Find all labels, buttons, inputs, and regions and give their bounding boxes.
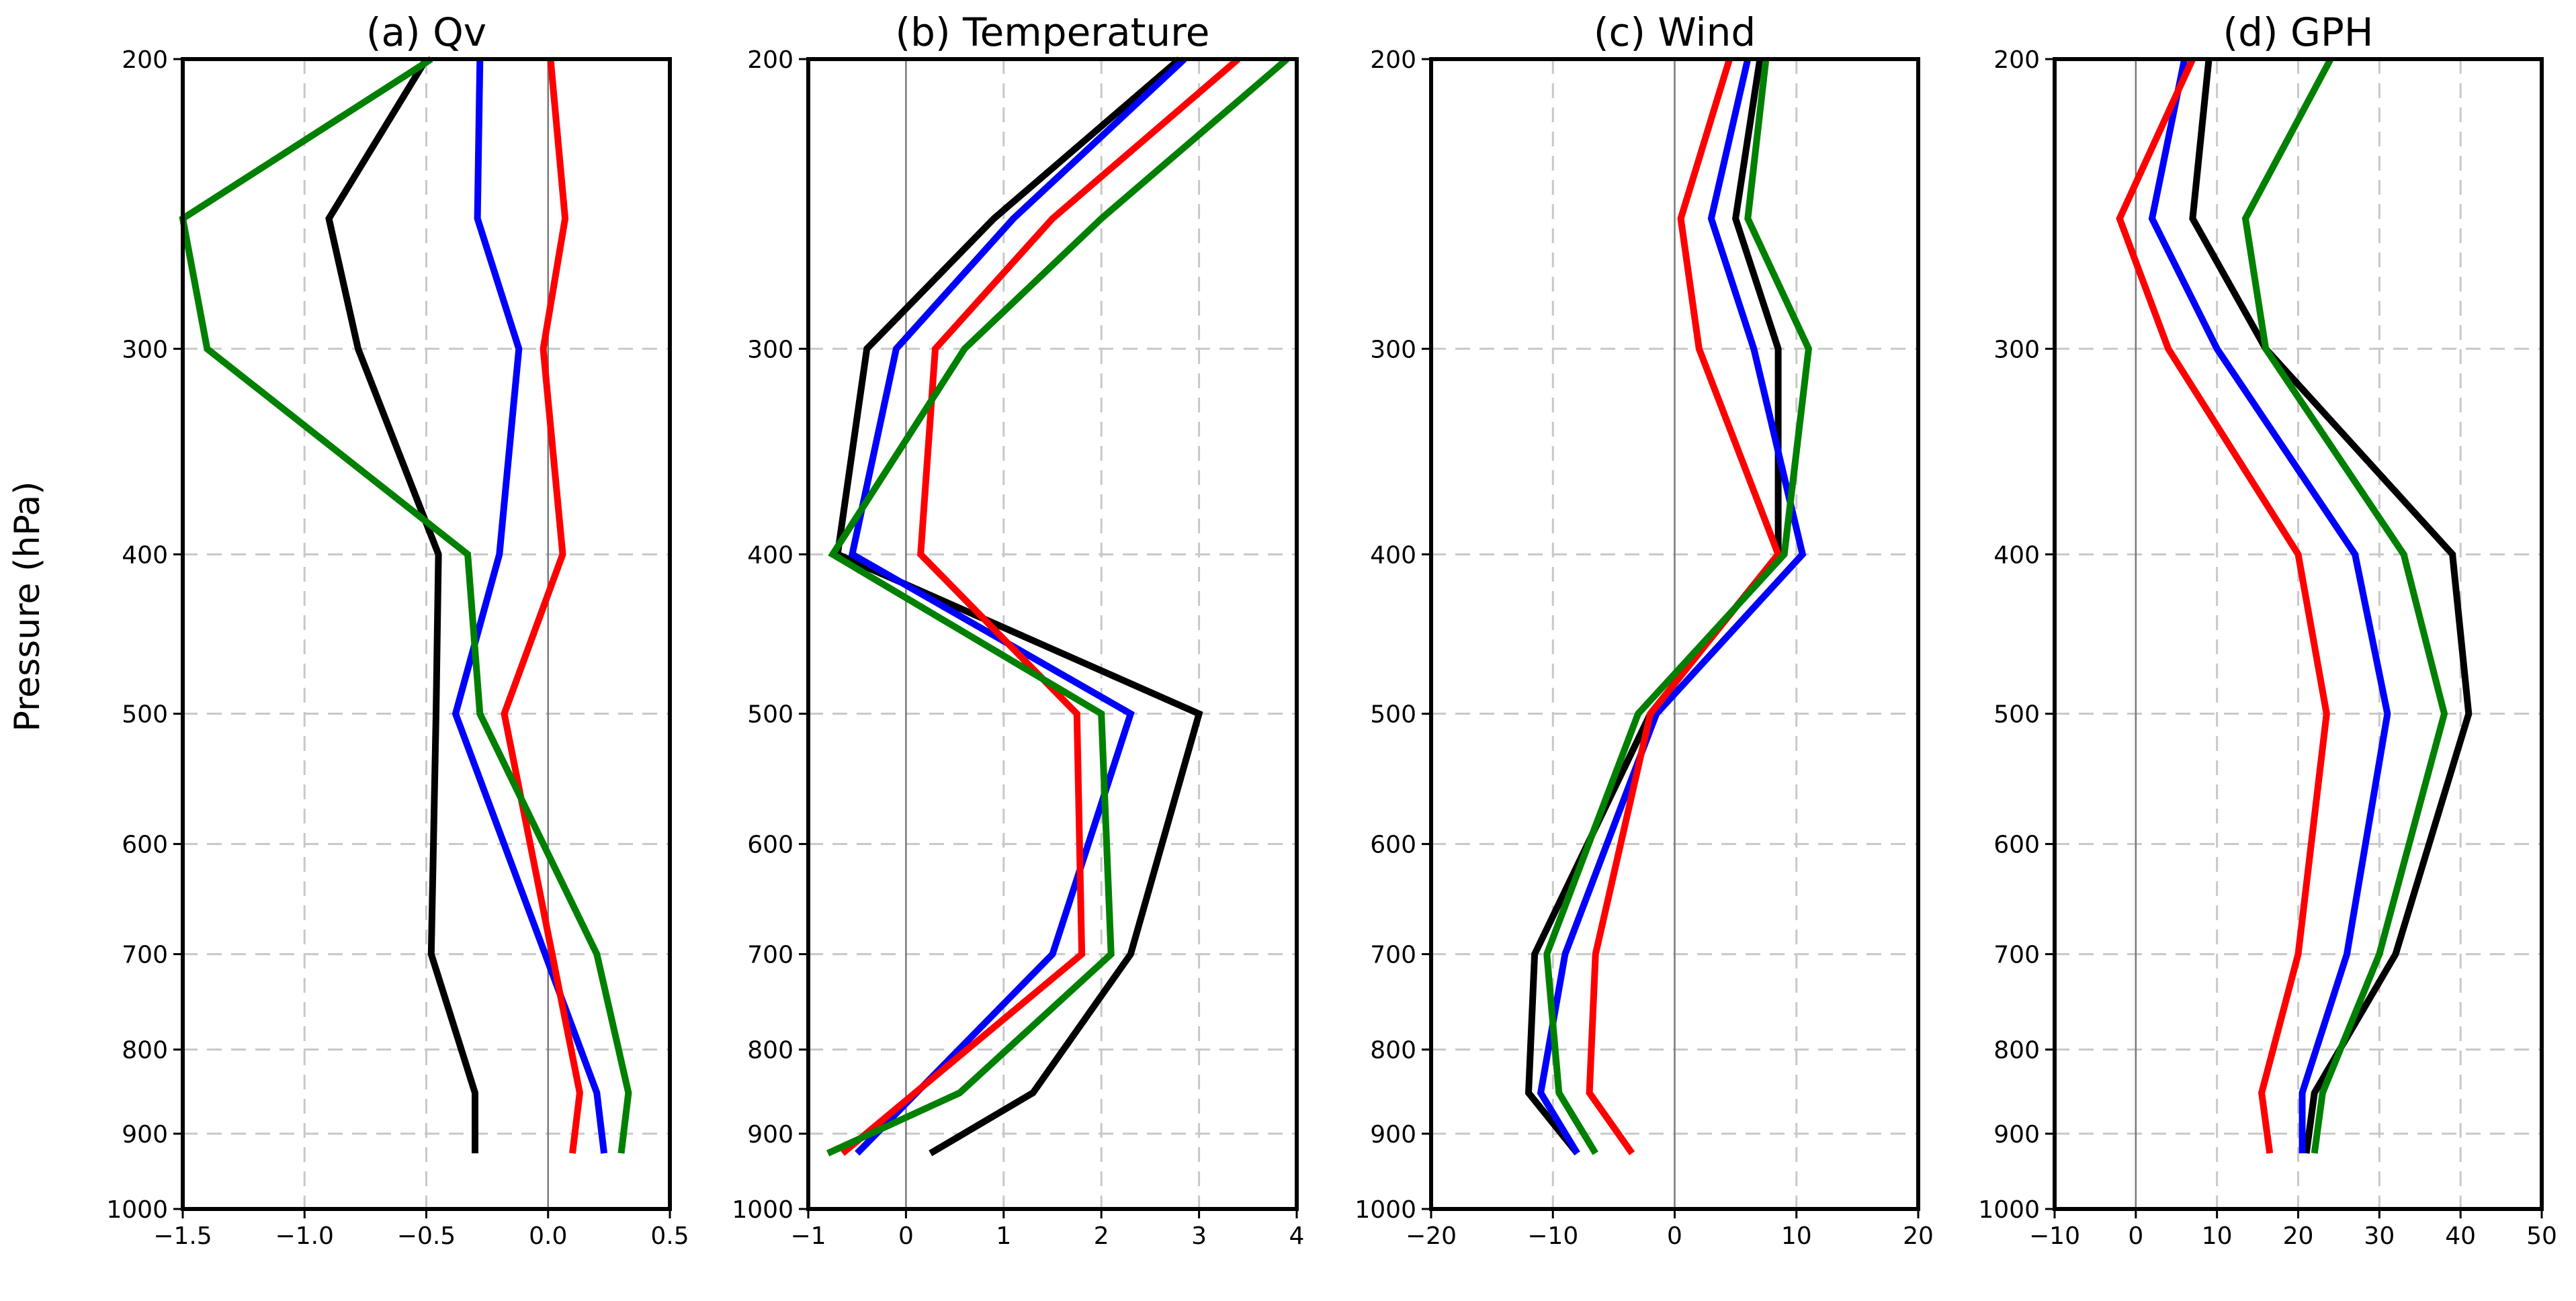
y-tick-label: 800 <box>122 1037 168 1065</box>
y-tick-label: 300 <box>747 336 793 363</box>
panel-title: (c) Wind <box>1594 9 1756 55</box>
x-tick-label: −10 <box>1527 1222 1578 1250</box>
x-tick-label: 0 <box>898 1222 914 1250</box>
axes-frame <box>806 57 1299 1211</box>
y-tick-label: 300 <box>1993 336 2040 363</box>
x-tick-label: 10 <box>2202 1222 2233 1250</box>
panel-1: −1.5 −1.0 −0.5 0.0 0.5 200 300 400 500 600 700 800 9… <box>106 9 689 1250</box>
y-tick-label: 700 <box>747 942 793 969</box>
panel-title: (b) Temperature <box>896 9 1210 55</box>
y-tick-label: 800 <box>1370 1037 1416 1065</box>
panel-3: −20 −10 0 10 20 200 300 400 500 600 700 800 900 1000 (… <box>1355 9 1934 1250</box>
x-tick-label: 0.5 <box>650 1222 689 1250</box>
series-line-blue <box>452 58 608 1154</box>
x-tick-label: 10 <box>1781 1222 1812 1250</box>
y-tick-label: 600 <box>1993 832 2040 859</box>
x-tick-label: 0 <box>1667 1222 1682 1250</box>
y-tick-label: 500 <box>1993 701 2040 729</box>
x-tick-label: 4 <box>1289 1222 1305 1250</box>
panel-title: (d) GPH <box>2223 9 2373 55</box>
y-tick-label: 300 <box>1370 336 1416 363</box>
series-line-red <box>2116 57 2330 1154</box>
y-tick-label: 900 <box>122 1121 168 1149</box>
y-tick-label: 200 <box>1993 46 2040 74</box>
y-tick-label: 1000 <box>1978 1196 2040 1224</box>
y-tick-label: 400 <box>1370 541 1416 569</box>
series-line-blue <box>2148 58 2391 1154</box>
y-tick-label: 900 <box>1993 1121 2040 1149</box>
y-tick-label: 400 <box>1993 541 2040 569</box>
x-tick-label: 40 <box>2445 1222 2476 1250</box>
y-tick-label: 600 <box>1370 832 1416 859</box>
panel-4: −10 0 10 20 30 40 50 200 300 400 500 600 700 800 900 10… <box>1978 9 2557 1250</box>
y-tick-label: 500 <box>122 701 168 729</box>
series-line-green <box>826 56 1289 1157</box>
series-line-black <box>325 57 478 1154</box>
y-tick-label: 700 <box>1993 942 2040 969</box>
x-tick-label: 2 <box>1094 1222 1109 1250</box>
x-tick-label: 20 <box>1903 1222 1934 1250</box>
y-tick-label: 900 <box>1370 1121 1416 1149</box>
y-tick-label: 700 <box>122 942 168 969</box>
y-tick-label: 800 <box>1993 1037 2040 1065</box>
x-tick-label: −1.5 <box>153 1222 212 1250</box>
series-line-green <box>2241 57 2448 1154</box>
y-tick-label: 800 <box>747 1037 793 1065</box>
x-tick-label: 30 <box>2364 1222 2395 1250</box>
y-tick-label: 200 <box>1370 46 1416 74</box>
series-line-blue <box>848 56 1187 1156</box>
y-axis-title: Pressure (hPa) <box>7 482 48 732</box>
y-tick-label: 500 <box>1370 701 1416 729</box>
series-line-red <box>840 56 1241 1156</box>
x-tick-label: 20 <box>2283 1222 2314 1250</box>
y-tick-label: 300 <box>122 336 168 363</box>
series-line-red <box>501 58 583 1154</box>
series-line-green <box>179 56 632 1154</box>
x-tick-label: 0 <box>2128 1222 2143 1250</box>
x-tick-label: 3 <box>1191 1222 1207 1250</box>
x-tick-label: 50 <box>2526 1222 2557 1250</box>
y-tick-label: 400 <box>122 541 168 569</box>
x-tick-label: −1 <box>790 1222 826 1250</box>
y-tick-label: 200 <box>122 46 168 74</box>
x-tick-label: −10 <box>2029 1222 2080 1250</box>
y-tick-label: 600 <box>747 832 793 859</box>
y-tick-label: 700 <box>1370 942 1416 969</box>
y-tick-label: 600 <box>122 832 168 859</box>
x-tick-label: −1.0 <box>275 1222 334 1250</box>
series-line-green <box>1543 58 1813 1155</box>
y-tick-label: 1000 <box>732 1196 793 1224</box>
x-tick-label: −20 <box>1406 1222 1457 1250</box>
panels: −1.5 −1.0 −0.5 0.0 0.52003004005006007008009… <box>106 9 2557 1250</box>
y-tick-label: 1000 <box>1355 1196 1416 1224</box>
x-tick-label: −0.5 <box>397 1222 456 1250</box>
y-tick-label: 500 <box>747 701 793 729</box>
panel-2: −1 0 1 2 3 4 200 300 400 500 600 700 800 900 1000 (b) T… <box>732 9 1304 1250</box>
x-tick-label: 0.0 <box>529 1222 567 1250</box>
panel-title: (a) Qv <box>366 9 486 55</box>
y-tick-label: 400 <box>747 541 793 569</box>
series-line-blue <box>1537 58 1807 1155</box>
x-tick-label: 1 <box>996 1222 1011 1250</box>
y-tick-label: 1000 <box>106 1196 168 1224</box>
series-line-black <box>2189 58 2473 1154</box>
series-line-black <box>834 56 1203 1157</box>
y-tick-label: 200 <box>747 46 793 74</box>
y-tick-label: 900 <box>747 1121 793 1149</box>
